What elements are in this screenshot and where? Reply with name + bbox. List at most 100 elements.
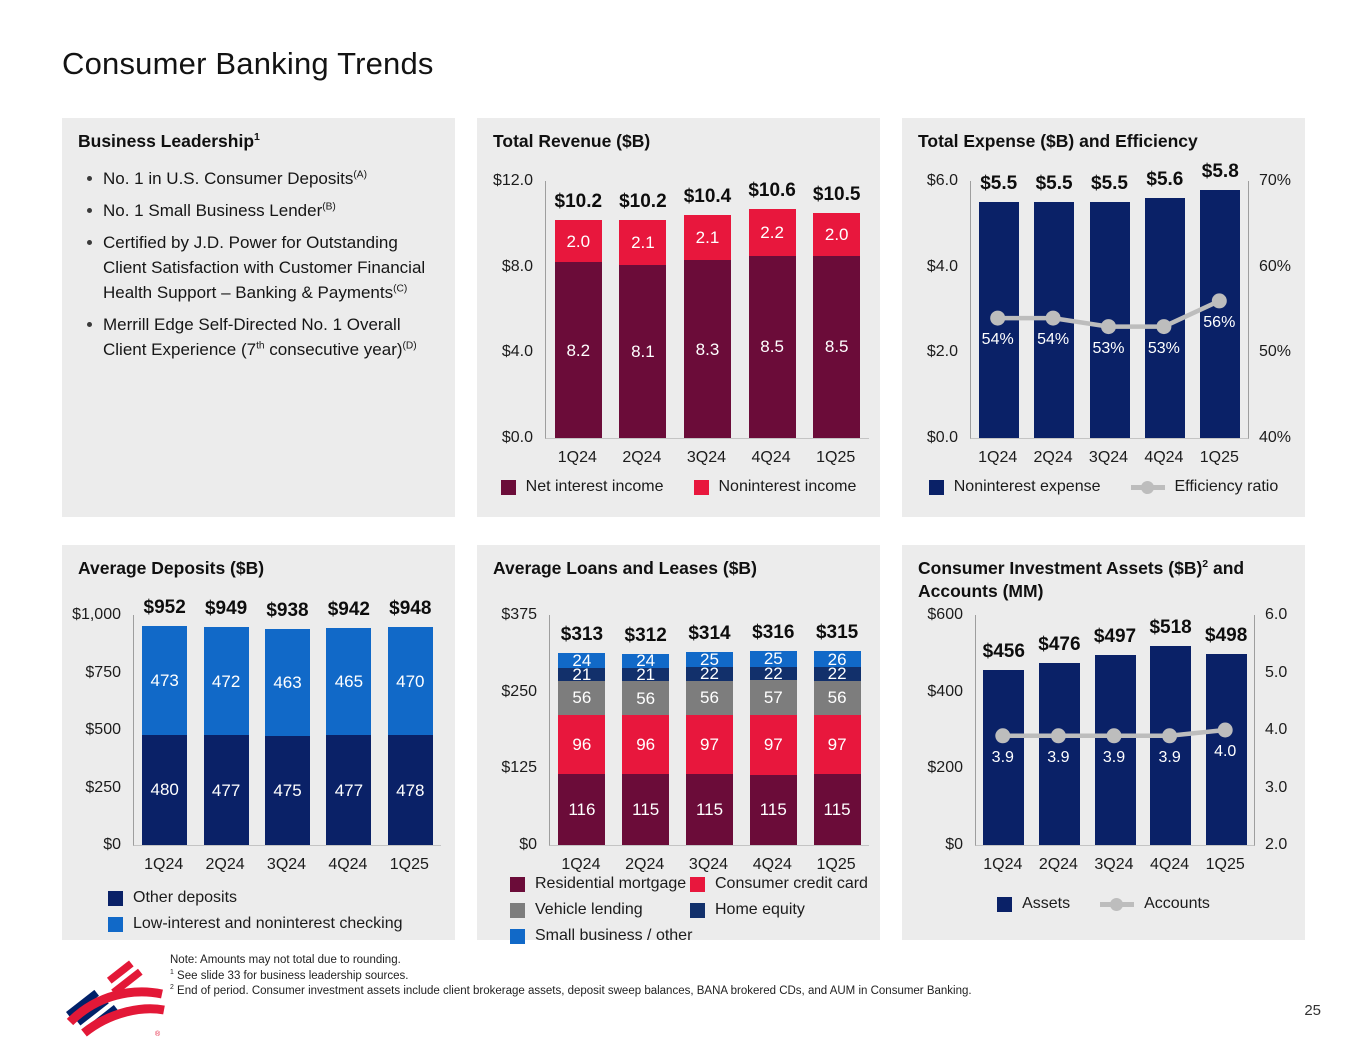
bar-total-label: $497: [1093, 625, 1137, 647]
bar-segment: 97: [686, 714, 733, 775]
x-axis-category-label: 4Q24: [1144, 449, 1184, 466]
bar-segment: [983, 670, 1025, 845]
bar-total-label: $942: [327, 599, 371, 621]
panel-title: Total Expense ($B) and Efficiency: [918, 131, 1198, 151]
bar: [978, 202, 1019, 438]
bar-total-label: $5.5: [1091, 173, 1128, 195]
x-axis-category-label: 1Q24: [561, 856, 601, 873]
bar: 465 477: [326, 628, 372, 845]
y-axis-tick-label: $12.0: [492, 172, 533, 189]
right-axis-tick-label: 50%: [1259, 343, 1292, 361]
legend-item-label: Other deposits: [133, 889, 238, 906]
bar-segment: 22: [813, 664, 861, 684]
right-axis-tick-label: 3.0: [1265, 778, 1288, 796]
bar-total-label: $5.5: [980, 173, 1018, 195]
segment-value-label: 2.0: [566, 231, 591, 251]
bar-total-label: $938: [266, 600, 309, 622]
line-value-label: 3.9: [1102, 748, 1126, 766]
x-axis-category-label: 4Q24: [1150, 856, 1190, 873]
right-axis-tick-label: 70%: [1259, 172, 1292, 189]
bar: 2.2 8.5: [748, 208, 796, 438]
segment-value-label: 465: [334, 672, 364, 692]
legend-item-label: Noninterest expense: [953, 478, 1101, 495]
segment-value-label: 56: [572, 688, 592, 708]
y-axis-tick-label: $0.0: [501, 429, 533, 446]
bar-segment: 56: [686, 680, 733, 715]
bar: [1089, 202, 1130, 438]
legend-item: Small business / other: [510, 927, 692, 945]
segment-value-label: 480: [150, 780, 179, 800]
bar-total-label: $498: [1205, 625, 1248, 647]
y-axis-tick-label: $8.0: [501, 257, 533, 275]
bar-segment: [1089, 202, 1130, 438]
bar-total-label: $10.4: [683, 186, 732, 208]
bar-segment: [1038, 662, 1080, 845]
bar-total-label: $476: [1038, 633, 1081, 655]
bar: 24 21 56 96 116: [558, 652, 606, 845]
line-value-label: 3.9: [1158, 748, 1181, 766]
legend-item: Home equity: [690, 901, 868, 919]
x-axis-category-label: 2Q24: [205, 856, 245, 873]
y-axis: $600 $400 $200 $0: [902, 606, 963, 853]
legend-item: Low-interest and noninterest checking: [108, 915, 403, 933]
bullet-item: No. 1 Small Business Lender(B): [87, 198, 445, 223]
bar-segment: 26: [813, 649, 861, 669]
legend-item: Consumer credit card: [690, 875, 868, 893]
line-value-label: 3.9: [991, 748, 1014, 766]
bullet-dot-icon: [87, 322, 92, 327]
x-axis-category-label: 3Q24: [266, 856, 307, 873]
y-axis-tick-label: $600: [927, 606, 963, 623]
bullet-text: No. 1 in U.S. Consumer Deposits(A): [103, 169, 367, 188]
panel-consumer-investments: Consumer Investment Assets ($B)2 and Acc…: [902, 545, 1305, 940]
segment-value-label: 25: [763, 649, 783, 669]
bar-total-label: $5.8: [1201, 160, 1239, 182]
y-axis-tick-label: $0.0: [926, 429, 958, 446]
y-axis: $375 $250 $125 $0: [477, 606, 537, 853]
panel-title: Average Loans and Leases ($B): [493, 558, 757, 578]
y-axis-tick-label: $400: [927, 682, 963, 700]
bar-segment: [1205, 654, 1247, 845]
x-axis-category-label: 1Q24: [983, 856, 1023, 873]
y-axis: $12.0 $8.0 $4.0 $0.0: [477, 172, 533, 446]
page-title: Consumer Banking Trends: [62, 46, 434, 81]
bar-segment: 22: [686, 665, 733, 682]
plot-area: $456 $476 $497 $518 $498: [975, 615, 1255, 846]
bar-total-label: $518: [1149, 617, 1192, 639]
x-axis-category-label: 2Q24: [625, 856, 665, 873]
bar: 25 22 57 97 115: [749, 649, 797, 845]
bar: [1144, 198, 1185, 438]
footnotes: Note: Amounts may not total due to round…: [170, 953, 972, 1000]
legend-item: Other deposits: [108, 889, 403, 907]
total-revenue-chart: $12.0 $8.0 $4.0 $0.0 2.0 8.2 $10.2 2.1 8.1 $10.2 2…: [477, 118, 880, 517]
segment-value-label: 22: [827, 664, 847, 684]
x-axis-category-label: 3Q24: [1094, 856, 1134, 873]
bar-total-label: $10.5: [812, 184, 861, 206]
legend-item: Assets: [997, 895, 1070, 913]
bullet-list: No. 1 in U.S. Consumer Deposits(A) No. 1…: [87, 166, 445, 369]
segment-value-label: 477: [211, 780, 241, 800]
bar-segment: 57: [749, 680, 797, 715]
bullet-item: Merrill Edge Self-Directed No. 1 Overall…: [87, 312, 445, 362]
bar-total-label: $952: [143, 596, 186, 618]
footnote-line: 1 See slide 33 for business leadership s…: [170, 968, 409, 982]
bar-segment: 8.5: [748, 255, 796, 438]
right-axis-tick-label: 4.0: [1265, 721, 1288, 738]
bar-segment: 463: [265, 629, 310, 736]
segment-value-label: 57: [763, 688, 783, 707]
footnote-line: 2 End of period. Consumer investment ass…: [170, 984, 972, 997]
bar-total-label: $10.2: [554, 190, 603, 212]
segment-value-label: 115: [632, 800, 660, 820]
bar-segment: 56: [813, 680, 861, 715]
bar-segment: 96: [558, 714, 606, 774]
line-value-label: 56%: [1203, 313, 1236, 331]
panel-title: Average Deposits ($B): [78, 558, 265, 578]
segment-value-label: 26: [827, 649, 847, 669]
bar: 26 22 56 97 115: [813, 649, 861, 845]
segment-value-label: 96: [572, 734, 592, 754]
bar-segment: 2.0: [813, 213, 861, 256]
panel-total-revenue: Total Revenue ($B) $12.0 $8.0 $4.0 $0.0 2.0 8…: [477, 118, 880, 517]
segment-value-label: 115: [759, 800, 787, 820]
legend-line-icon: [1130, 480, 1165, 494]
legend: Residential mortgage Vehicle lending Small…: [510, 875, 692, 945]
bar: 2.0 8.2: [554, 219, 602, 438]
